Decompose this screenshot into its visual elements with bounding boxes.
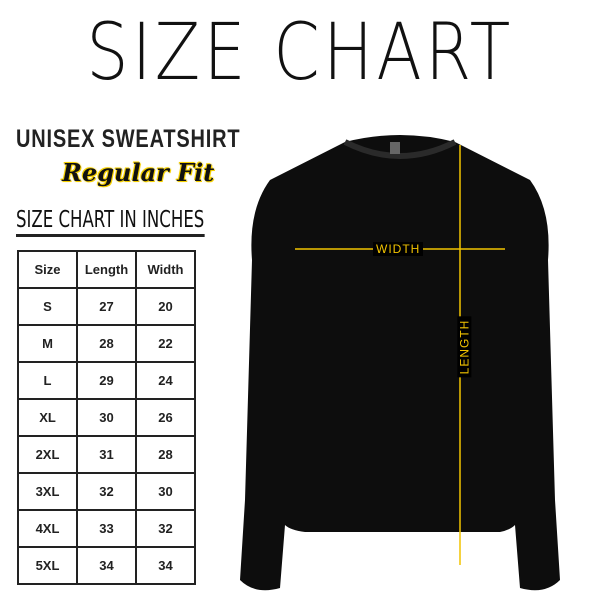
table-cell: 26	[135, 398, 196, 437]
table-title: SIZE CHART IN INCHES	[16, 207, 205, 237]
table-cell: 2XL	[17, 435, 78, 474]
table-cell: 27	[76, 287, 137, 326]
table-header-row: Size Length Width	[17, 250, 196, 289]
table-row: 2XL 31 28	[17, 435, 196, 474]
table-cell: S	[17, 287, 78, 326]
table-cell: 28	[135, 435, 196, 474]
sweatshirt-image	[240, 135, 560, 591]
header-cell: Width	[135, 250, 196, 289]
table-cell: 24	[135, 361, 196, 400]
table-cell: L	[17, 361, 78, 400]
table-cell: 34	[135, 546, 196, 585]
table-cell: 29	[76, 361, 137, 400]
table-cell: 32	[135, 509, 196, 548]
table-cell: 3XL	[17, 472, 78, 511]
fit-label: Regular Fit	[62, 158, 215, 187]
table-cell: 33	[76, 509, 137, 548]
table-row: 4XL 33 32	[17, 509, 196, 548]
table-cell: 30	[135, 472, 196, 511]
header-cell: Size	[17, 250, 78, 289]
table-cell: 31	[76, 435, 137, 474]
product-name: UNISEX SWEATSHIRT	[16, 125, 241, 153]
table-cell: 30	[76, 398, 137, 437]
table-cell: XL	[17, 398, 78, 437]
table-cell: 5XL	[17, 546, 78, 585]
length-label: LENGTH	[457, 316, 472, 378]
size-table: Size Length Width S 27 20 M 28 22 L 29 24 XL 30 26 2…	[17, 250, 196, 585]
table-cell: 22	[135, 324, 196, 363]
table-cell: 20	[135, 287, 196, 326]
table-row: M 28 22	[17, 324, 196, 363]
table-row: 5XL 34 34	[17, 546, 196, 585]
width-label: WIDTH	[373, 242, 424, 256]
table-row: 3XL 32 30	[17, 472, 196, 511]
table-cell: 34	[76, 546, 137, 585]
table-cell: 4XL	[17, 509, 78, 548]
table-row: XL 30 26	[17, 398, 196, 437]
page-title: SIZE CHART	[86, 8, 514, 98]
table-cell: 28	[76, 324, 137, 363]
table-cell: 32	[76, 472, 137, 511]
table-row: S 27 20	[17, 287, 196, 326]
header-cell: Length	[76, 250, 137, 289]
table-row: L 29 24	[17, 361, 196, 400]
table-cell: M	[17, 324, 78, 363]
